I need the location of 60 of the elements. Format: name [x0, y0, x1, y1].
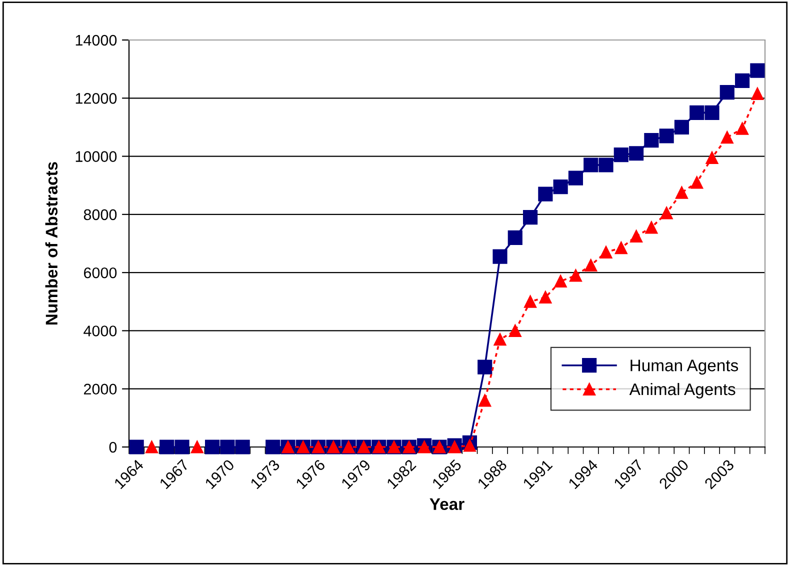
point — [235, 440, 250, 454]
point — [706, 151, 718, 164]
point — [522, 210, 538, 225]
point — [690, 105, 704, 120]
point — [659, 128, 674, 144]
y-axis-title: Number of Abstracts — [45, 162, 58, 324]
point — [538, 186, 553, 202]
y-tick-label: 10000 — [76, 151, 117, 162]
point — [569, 269, 582, 282]
point — [704, 105, 720, 120]
point — [630, 230, 643, 242]
point — [463, 439, 476, 452]
y-tick-label: 6000 — [84, 267, 117, 278]
point — [584, 158, 598, 172]
point — [660, 206, 673, 220]
point — [600, 246, 612, 258]
y-tick-label: 12000 — [76, 93, 117, 104]
point — [554, 275, 567, 288]
y-tick-label: 8000 — [84, 209, 117, 220]
y-tick-label: 2000 — [84, 384, 117, 395]
legend-label: Animal Agents — [629, 382, 736, 399]
point — [614, 242, 628, 254]
point — [750, 63, 765, 78]
point — [628, 146, 644, 161]
point — [598, 158, 614, 172]
point — [524, 295, 537, 308]
point — [675, 186, 688, 199]
x-axis-title: Year — [430, 498, 464, 510]
point — [674, 120, 690, 135]
point — [220, 440, 235, 454]
point — [478, 360, 492, 374]
point — [614, 148, 628, 162]
point — [494, 333, 506, 346]
point — [751, 88, 764, 100]
y-tick-label: 14000 — [76, 34, 117, 46]
point — [736, 122, 749, 135]
point — [584, 259, 598, 272]
y-tick-label: 0 — [109, 442, 117, 453]
point — [266, 440, 280, 454]
point — [129, 440, 144, 454]
point — [553, 180, 568, 194]
legend-label: Human Agents — [630, 360, 738, 375]
point — [190, 440, 204, 454]
point — [492, 249, 508, 264]
point — [720, 85, 734, 100]
point — [644, 133, 659, 148]
point — [160, 440, 174, 454]
point — [508, 230, 522, 245]
point — [645, 221, 658, 234]
point — [568, 170, 584, 186]
y-tick-label: 4000 — [84, 326, 117, 336]
point — [734, 73, 750, 88]
point — [539, 291, 552, 304]
point — [720, 131, 734, 144]
point — [204, 440, 220, 454]
point — [174, 440, 190, 454]
point — [508, 324, 522, 337]
point — [145, 440, 158, 454]
point — [478, 394, 492, 407]
point — [690, 176, 704, 189]
